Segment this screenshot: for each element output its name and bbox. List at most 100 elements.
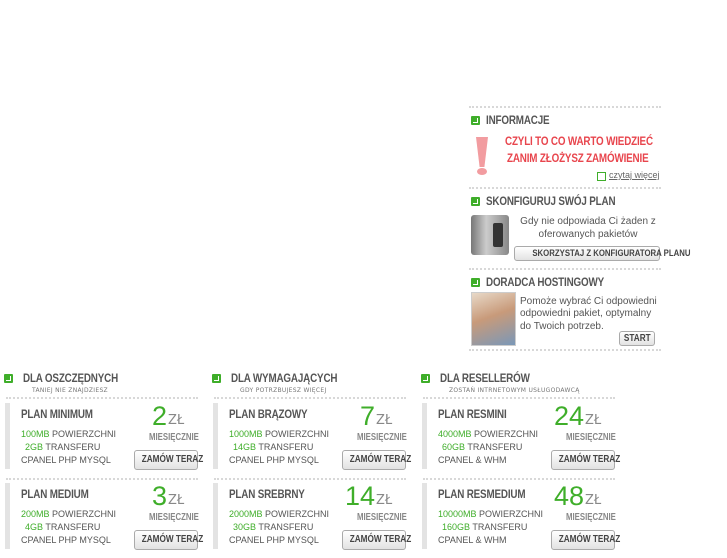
advisor-text-1: Pomoże wybrać Ci odpowiedni — [520, 296, 657, 307]
order-now-button[interactable]: ZAMÓW TERAZ — [134, 530, 203, 550]
column-title: DLA WYMAGAJĄCYCH — [231, 371, 338, 385]
plan-period: MIESIĘCZNIE — [357, 432, 407, 443]
order-now-button[interactable]: ZAMÓW TERAZ — [342, 530, 411, 550]
plan-extras: CPANEL PHP MYSQL — [21, 455, 111, 465]
plan-price: 48 — [553, 481, 584, 511]
config-title: SKONFIGURUJ SWÓJ PLAN — [486, 194, 616, 208]
plan-space: 1000MB POWIERZCHNI — [229, 429, 330, 439]
plan-accent-bar — [422, 403, 427, 469]
order-now-button[interactable]: ZAMÓW TERAZ — [551, 530, 620, 550]
arrow-icon — [421, 374, 430, 383]
plan-card: PLAN SREBRNY 2000MB POWIERZCHNI 30GB TRA… — [211, 481, 411, 558]
info-line-1: CZYLI TO CO WARTO WIEDZIEĆ — [505, 134, 653, 148]
advisor-text-2: odpowiedni pakiet, optymalny — [520, 308, 652, 319]
configurator-button[interactable]: SKORZYSTAJ Z KONFIGURATORA PLANU — [514, 246, 690, 261]
divider — [469, 268, 661, 270]
start-button[interactable]: START — [619, 331, 655, 346]
plan-period: MIESIĘCZNIE — [566, 432, 616, 443]
info-title: INFORMACJE — [486, 113, 550, 127]
read-more-link[interactable]: czytaj więcej — [609, 170, 660, 180]
plan-card: PLAN MEDIUM 200MB POWIERZCHNI 4GB TRANSF… — [3, 481, 203, 558]
plan-price: 2 — [151, 401, 167, 431]
plan-transfer: 2GB TRANSFERU — [25, 442, 101, 452]
plan-price: 24 — [553, 401, 584, 431]
plan-name: PLAN RESMEDIUM — [438, 487, 526, 501]
advisor-text-3: do Twoich potrzeb. — [520, 321, 604, 332]
divider — [423, 397, 615, 399]
plan-price: 7 — [359, 401, 375, 431]
column-title: DLA RESELLERÓW — [440, 371, 530, 385]
sidebar: INFORMACJE CZYLI TO CO WARTO WIEDZIEĆ ZA… — [469, 100, 690, 352]
plan-accent-bar — [213, 483, 218, 549]
plan-name: PLAN RESMINI — [438, 407, 507, 421]
plan-extras: CPANEL PHP MYSQL — [229, 455, 319, 465]
plan-extras: CPANEL PHP MYSQL — [229, 535, 319, 545]
plan-column: DLA RESELLERÓW ZOSTAŃ INTRNETOWYM USŁUGO… — [420, 370, 620, 550]
plan-currency: ZŁ — [585, 413, 602, 428]
plan-card: PLAN RESMEDIUM 10000MB POWIERZCHNI 160GB… — [420, 481, 620, 558]
config-text-2: oferowanych pakietów — [538, 229, 638, 240]
plan-name: PLAN MEDIUM — [21, 487, 89, 501]
plan-transfer: 60GB TRANSFERU — [442, 442, 523, 452]
plan-period: MIESIĘCZNIE — [357, 512, 407, 523]
plan-transfer: 160GB TRANSFERU — [442, 522, 528, 532]
plan-card: PLAN MINIMUM 100MB POWIERZCHNI 2GB TRANS… — [3, 401, 203, 480]
plan-column: DLA OSZCZĘDNYCH TANIEJ NIE ZNAJDZIESZ PL… — [3, 370, 203, 550]
plan-transfer: 30GB TRANSFERU — [233, 522, 314, 532]
plan-name: PLAN SREBRNY — [229, 487, 305, 501]
plan-space: 2000MB POWIERZCHNI — [229, 509, 330, 519]
plan-currency: ZŁ — [585, 493, 602, 508]
edit-icon — [597, 172, 606, 181]
plan-currency: ZŁ — [168, 493, 185, 508]
divider — [6, 397, 198, 399]
plan-currency: ZŁ — [376, 493, 393, 508]
plan-price: 3 — [151, 481, 167, 511]
plan-accent-bar — [422, 483, 427, 549]
plan-extras: CPANEL & WHM — [438, 535, 507, 545]
plan-name: PLAN MINIMUM — [21, 407, 93, 421]
divider — [6, 478, 198, 480]
column-title: DLA OSZCZĘDNYCH — [23, 371, 119, 385]
plan-card: PLAN BRĄZOWY 1000MB POWIERZCHNI 14GB TRA… — [211, 401, 411, 480]
plan-price: 14 — [344, 481, 375, 511]
plan-card: PLAN RESMINI 4000MB POWIERZCHNI 60GB TRA… — [420, 401, 620, 480]
arrow-icon — [4, 374, 13, 383]
plan-extras: CPANEL & WHM — [438, 455, 507, 465]
order-now-button[interactable]: ZAMÓW TERAZ — [551, 450, 620, 470]
plan-space: 200MB POWIERZCHNI — [21, 509, 117, 519]
divider — [423, 478, 615, 480]
server-icon — [471, 215, 509, 255]
divider — [469, 106, 661, 108]
order-now-button[interactable]: ZAMÓW TERAZ — [342, 450, 411, 470]
plan-period: MIESIĘCZNIE — [149, 432, 199, 443]
advisor-title: DORADCA HOSTINGOWY — [486, 275, 605, 289]
plan-currency: ZŁ — [168, 413, 185, 428]
order-now-button[interactable]: ZAMÓW TERAZ — [134, 450, 203, 470]
arrow-icon — [471, 197, 480, 206]
plan-transfer: 14GB TRANSFERU — [233, 442, 314, 452]
divider — [214, 397, 406, 399]
plan-extras: CPANEL PHP MYSQL — [21, 535, 111, 545]
column-subtitle: GDY POTRZBUJESZ WIĘCEJ — [240, 387, 327, 394]
config-text-1: Gdy nie odpowiada Ci żaden z — [520, 216, 656, 227]
plan-transfer: 4GB TRANSFERU — [25, 522, 101, 532]
plan-space: 100MB POWIERZCHNI — [21, 429, 117, 439]
divider — [469, 187, 661, 189]
arrow-icon — [212, 374, 221, 383]
divider — [469, 349, 661, 351]
exclamation-dot — [477, 168, 487, 175]
plan-name: PLAN BRĄZOWY — [229, 407, 308, 421]
plan-column: DLA WYMAGAJĄCYCH GDY POTRZBUJESZ WIĘCEJ … — [211, 370, 411, 550]
plan-space: 10000MB POWIERZCHNI — [438, 509, 544, 519]
column-subtitle: TANIEJ NIE ZNAJDZIESZ — [32, 387, 108, 394]
plan-accent-bar — [5, 403, 10, 469]
arrow-icon — [471, 278, 480, 287]
plan-period: MIESIĘCZNIE — [566, 512, 616, 523]
divider — [214, 478, 406, 480]
column-subtitle: ZOSTAŃ INTRNETOWYM USŁUGODAWCĄ — [449, 387, 580, 394]
plan-currency: ZŁ — [376, 413, 393, 428]
plan-accent-bar — [213, 403, 218, 469]
plan-period: MIESIĘCZNIE — [149, 512, 199, 523]
plan-accent-bar — [5, 483, 10, 549]
arrow-icon — [471, 116, 480, 125]
